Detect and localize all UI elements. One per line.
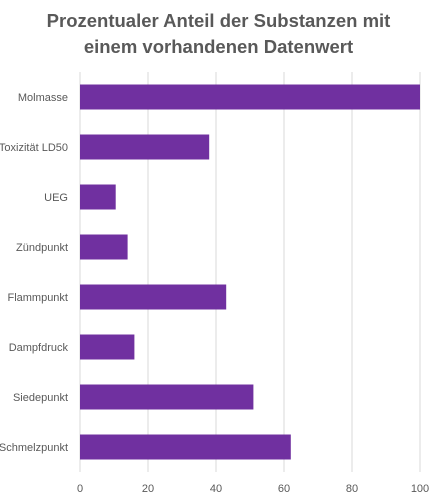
- bar: [80, 334, 135, 360]
- bars: [80, 84, 420, 460]
- chart-title-line-2: einem vorhandenen Datenwert: [83, 36, 354, 57]
- bar: [80, 284, 227, 310]
- bar: [80, 434, 291, 460]
- bar: [80, 184, 116, 210]
- category-label: Zündpunkt: [16, 242, 68, 254]
- category-label: Dampfdruck: [9, 342, 69, 354]
- chart-title: Prozentualer Anteil der Substanzen mit e…: [0, 8, 437, 60]
- category-labels: Molmasse Toxizität LD50 UEG Zündpunkt Flammp…: [0, 92, 69, 454]
- x-tick-label: 0: [77, 483, 83, 495]
- category-label: Siedepunkt: [13, 392, 68, 404]
- bar: [80, 234, 128, 260]
- chart-title-line-1: Prozentualer Anteil der Substanzen mit: [46, 10, 391, 31]
- category-label: Schmelzpunkt: [0, 442, 68, 454]
- category-label: Molmasse: [18, 92, 68, 104]
- x-tick-label: 40: [210, 483, 222, 495]
- x-tick-label: 60: [278, 483, 290, 495]
- x-tick-label: 20: [142, 483, 154, 495]
- category-label: Toxizität LD50: [0, 142, 68, 154]
- bar: [80, 84, 420, 110]
- x-tick-labels: 0 20 40 60 80 100: [77, 483, 429, 495]
- bar: [80, 384, 254, 410]
- gridlines: [79, 72, 421, 472]
- x-tick-label: 100: [411, 483, 429, 495]
- category-label: Flammpunkt: [7, 292, 68, 304]
- bar: [80, 134, 210, 160]
- x-tick-label: 80: [346, 483, 358, 495]
- category-label: UEG: [44, 192, 68, 204]
